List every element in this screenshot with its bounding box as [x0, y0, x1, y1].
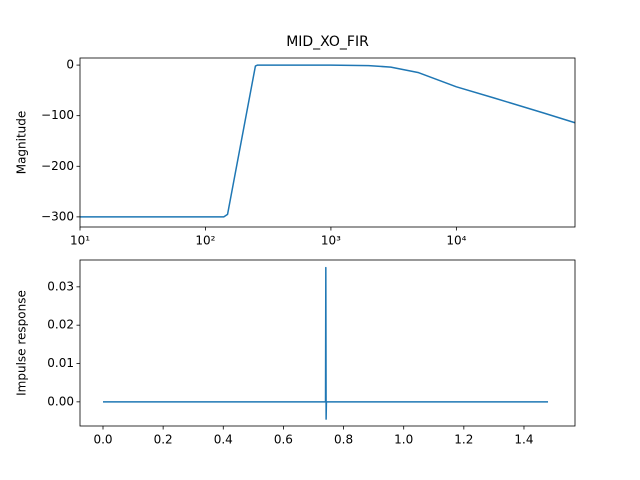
axes-frame — [79, 57, 576, 228]
y-axis-label: Impulse response — [15, 290, 29, 396]
x-tick-label: 10² — [195, 234, 215, 248]
x-tick-label: 0.6 — [274, 433, 293, 447]
y-tick-label: −200 — [41, 159, 74, 173]
y-axis-label: Magnitude — [15, 111, 29, 175]
x-tick-label: 1.4 — [514, 433, 533, 447]
x-tick-label: 0.0 — [93, 433, 112, 447]
y-tick-label: −100 — [41, 108, 74, 122]
x-tick-label: 10⁴ — [446, 234, 466, 248]
x-tick-label: 0.8 — [334, 433, 353, 447]
x-tick-label: 0.2 — [154, 433, 173, 447]
y-tick-label: 0.00 — [47, 394, 74, 408]
x-tick-label: 0.4 — [214, 433, 233, 447]
data-line — [103, 266, 549, 420]
y-tick-label: 0 — [66, 58, 74, 72]
chart-title: MID_XO_FIR — [286, 34, 369, 50]
x-tick-label: 1.2 — [454, 433, 473, 447]
y-tick-label: 0.02 — [47, 318, 74, 332]
x-tick-label: 10¹ — [70, 234, 90, 248]
x-tick-label: 1.0 — [394, 433, 413, 447]
y-tick-label: −300 — [41, 209, 74, 223]
data-line — [80, 64, 576, 218]
y-tick-label: 0.01 — [47, 356, 74, 370]
x-tick-label: 10³ — [321, 234, 341, 248]
axes-frame — [79, 259, 576, 427]
y-tick-label: 0.03 — [47, 279, 74, 293]
